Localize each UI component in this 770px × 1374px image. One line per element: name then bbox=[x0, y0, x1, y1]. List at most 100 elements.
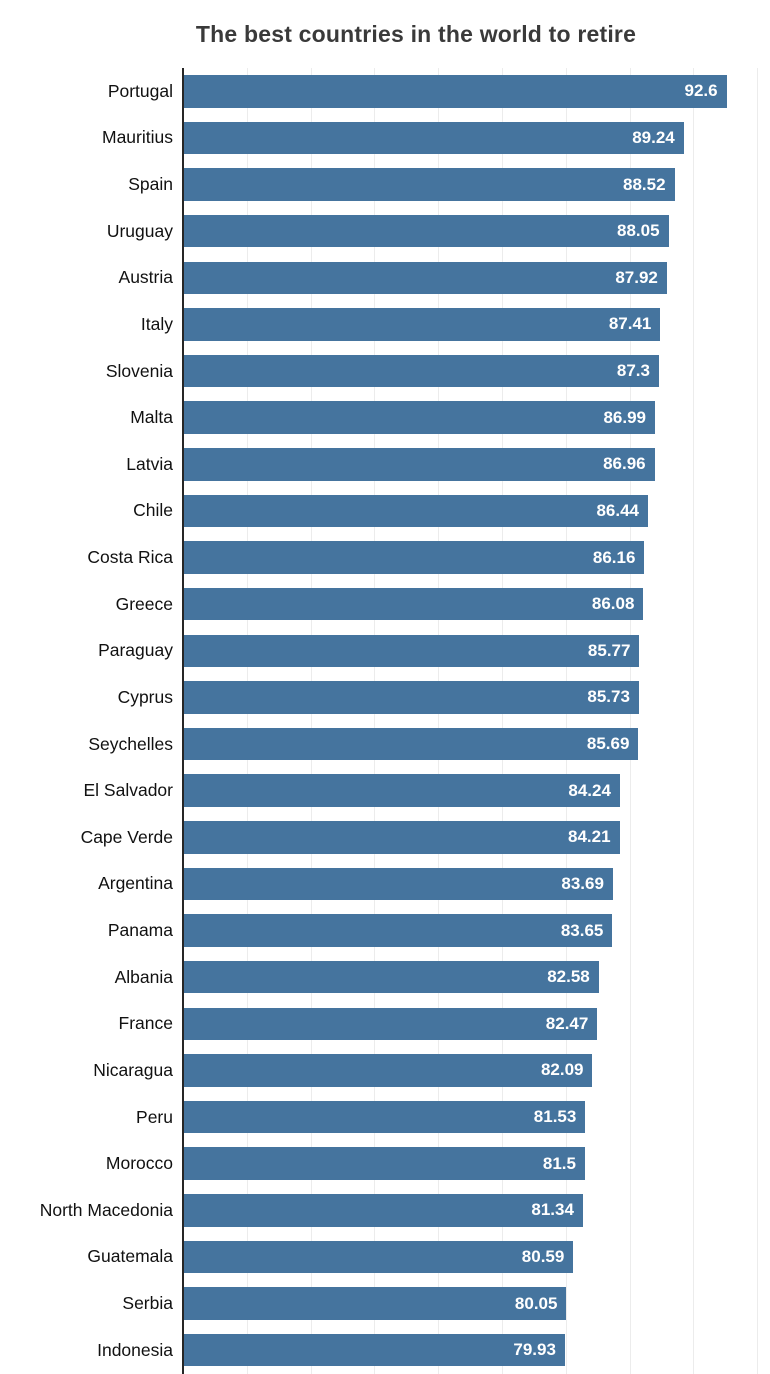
chart-row: France 82.47 bbox=[0, 1001, 770, 1048]
chart-row: Serbia 80.05 bbox=[0, 1280, 770, 1327]
chart-row: Chile 86.44 bbox=[0, 488, 770, 535]
bar: 86.99 bbox=[183, 401, 656, 434]
bar: 85.69 bbox=[183, 727, 639, 761]
value-label: 79.93 bbox=[513, 1340, 556, 1360]
chart-row: Indonesia 79.93 bbox=[0, 1327, 770, 1374]
bar: 88.52 bbox=[183, 168, 675, 201]
bar-track: 80.59 bbox=[183, 1240, 770, 1274]
chart-row: Panama 83.65 bbox=[0, 907, 770, 954]
category-label: Malta bbox=[130, 407, 173, 428]
chart-row: Slovenia 87.3 bbox=[0, 348, 770, 395]
category-label: Slovenia bbox=[105, 360, 173, 381]
bar-track: 89.24 bbox=[183, 121, 770, 155]
category-label: Paraguay bbox=[98, 640, 173, 661]
plot-area: Portugal 92.6 Mauritius 89.24 Spain 88.52 Urug… bbox=[0, 68, 770, 1374]
bar: 88.05 bbox=[183, 214, 669, 248]
category-label: Mauritius bbox=[102, 127, 173, 148]
value-label: 92.6 bbox=[684, 81, 718, 101]
value-label: 81.53 bbox=[533, 1107, 577, 1127]
value-label: 83.69 bbox=[561, 873, 604, 893]
bar-track: 83.65 bbox=[183, 914, 770, 947]
gridline bbox=[502, 68, 504, 1374]
chart-row: Latvia 86.96 bbox=[0, 441, 770, 488]
bar: 79.93 bbox=[183, 1333, 565, 1367]
chart-row: Nicaragua 82.09 bbox=[0, 1047, 770, 1094]
value-label: 86.16 bbox=[592, 547, 636, 567]
gridline bbox=[310, 68, 312, 1374]
chart-row: Austria 87.92 bbox=[0, 255, 770, 302]
bar-track: 88.05 bbox=[183, 214, 770, 248]
bar: 87.92 bbox=[183, 261, 667, 295]
value-label: 88.52 bbox=[623, 174, 666, 194]
gridline bbox=[246, 68, 248, 1374]
bar-track: 82.58 bbox=[183, 960, 770, 994]
value-label: 84.24 bbox=[568, 780, 611, 800]
bar-track: 80.05 bbox=[183, 1287, 770, 1320]
chart-row: Morocco 81.5 bbox=[0, 1140, 770, 1187]
bar: 84.21 bbox=[183, 821, 620, 854]
chart-row: Malta 86.99 bbox=[0, 394, 770, 441]
bar-track: 86.44 bbox=[183, 494, 770, 528]
bar-track: 86.99 bbox=[183, 401, 770, 434]
bar: 86.16 bbox=[183, 541, 645, 574]
category-label: North Macedonia bbox=[39, 1199, 173, 1220]
bar: 83.65 bbox=[183, 914, 613, 947]
bar: 81.34 bbox=[183, 1194, 583, 1227]
category-label: Nicaragua bbox=[93, 1059, 173, 1080]
value-label: 83.65 bbox=[560, 920, 604, 940]
value-label: 82.58 bbox=[547, 967, 590, 987]
value-label: 86.08 bbox=[591, 594, 635, 614]
gridline bbox=[438, 68, 440, 1374]
bar: 81.53 bbox=[183, 1100, 586, 1134]
category-label: Guatemala bbox=[87, 1246, 173, 1267]
chart-row: Spain 88.52 bbox=[0, 161, 770, 208]
value-label: 89.24 bbox=[632, 127, 675, 147]
bar-track: 79.93 bbox=[183, 1333, 770, 1367]
category-label: Peru bbox=[136, 1106, 173, 1127]
bar-track: 81.34 bbox=[183, 1194, 770, 1227]
bar: 87.41 bbox=[183, 308, 661, 341]
bar-track: 86.08 bbox=[183, 587, 770, 621]
value-label: 87.92 bbox=[615, 267, 658, 287]
bar: 92.6 bbox=[183, 75, 727, 108]
chart-row: Argentina 83.69 bbox=[0, 861, 770, 908]
value-label: 87.41 bbox=[608, 314, 652, 334]
bar-track: 84.21 bbox=[183, 821, 770, 854]
value-label: 86.96 bbox=[603, 454, 646, 474]
category-label: Panama bbox=[107, 920, 173, 941]
category-label: Chile bbox=[133, 500, 173, 521]
value-label: 80.05 bbox=[514, 1293, 558, 1313]
category-label: Greece bbox=[115, 593, 173, 614]
value-label: 86.99 bbox=[603, 407, 647, 427]
chart-row: Costa Rica 86.16 bbox=[0, 534, 770, 581]
chart-row: Mauritius 89.24 bbox=[0, 115, 770, 162]
bar-track: 92.6 bbox=[183, 75, 770, 108]
value-label: 82.47 bbox=[545, 1013, 589, 1033]
category-label: Costa Rica bbox=[87, 547, 173, 568]
chart-row: Cape Verde 84.21 bbox=[0, 814, 770, 861]
value-label: 85.69 bbox=[586, 734, 630, 754]
bar: 85.73 bbox=[183, 681, 639, 714]
chart-row: Paraguay 85.77 bbox=[0, 628, 770, 675]
category-label: Argentina bbox=[98, 873, 173, 894]
value-label: 85.77 bbox=[587, 640, 631, 660]
bar-track: 88.52 bbox=[183, 168, 770, 201]
category-label: Austria bbox=[118, 267, 173, 288]
category-label: Italy bbox=[140, 313, 173, 334]
value-label: 82.09 bbox=[540, 1060, 584, 1080]
category-label: Seychelles bbox=[88, 733, 173, 754]
bar-track: 86.96 bbox=[183, 448, 770, 481]
category-label: Cyprus bbox=[117, 686, 173, 707]
bar-track: 86.16 bbox=[183, 541, 770, 574]
bar-track: 87.3 bbox=[183, 354, 770, 388]
bar-track: 81.5 bbox=[183, 1147, 770, 1180]
bar: 81.5 bbox=[183, 1147, 585, 1180]
bar: 86.96 bbox=[183, 448, 655, 481]
chart-title: The best countries in the world to retir… bbox=[195, 20, 637, 47]
bar: 86.08 bbox=[183, 587, 644, 621]
category-label: Morocco bbox=[105, 1153, 173, 1174]
gridline bbox=[757, 68, 759, 1374]
value-label: 81.34 bbox=[531, 1200, 574, 1220]
bar-track: 87.41 bbox=[183, 308, 770, 341]
